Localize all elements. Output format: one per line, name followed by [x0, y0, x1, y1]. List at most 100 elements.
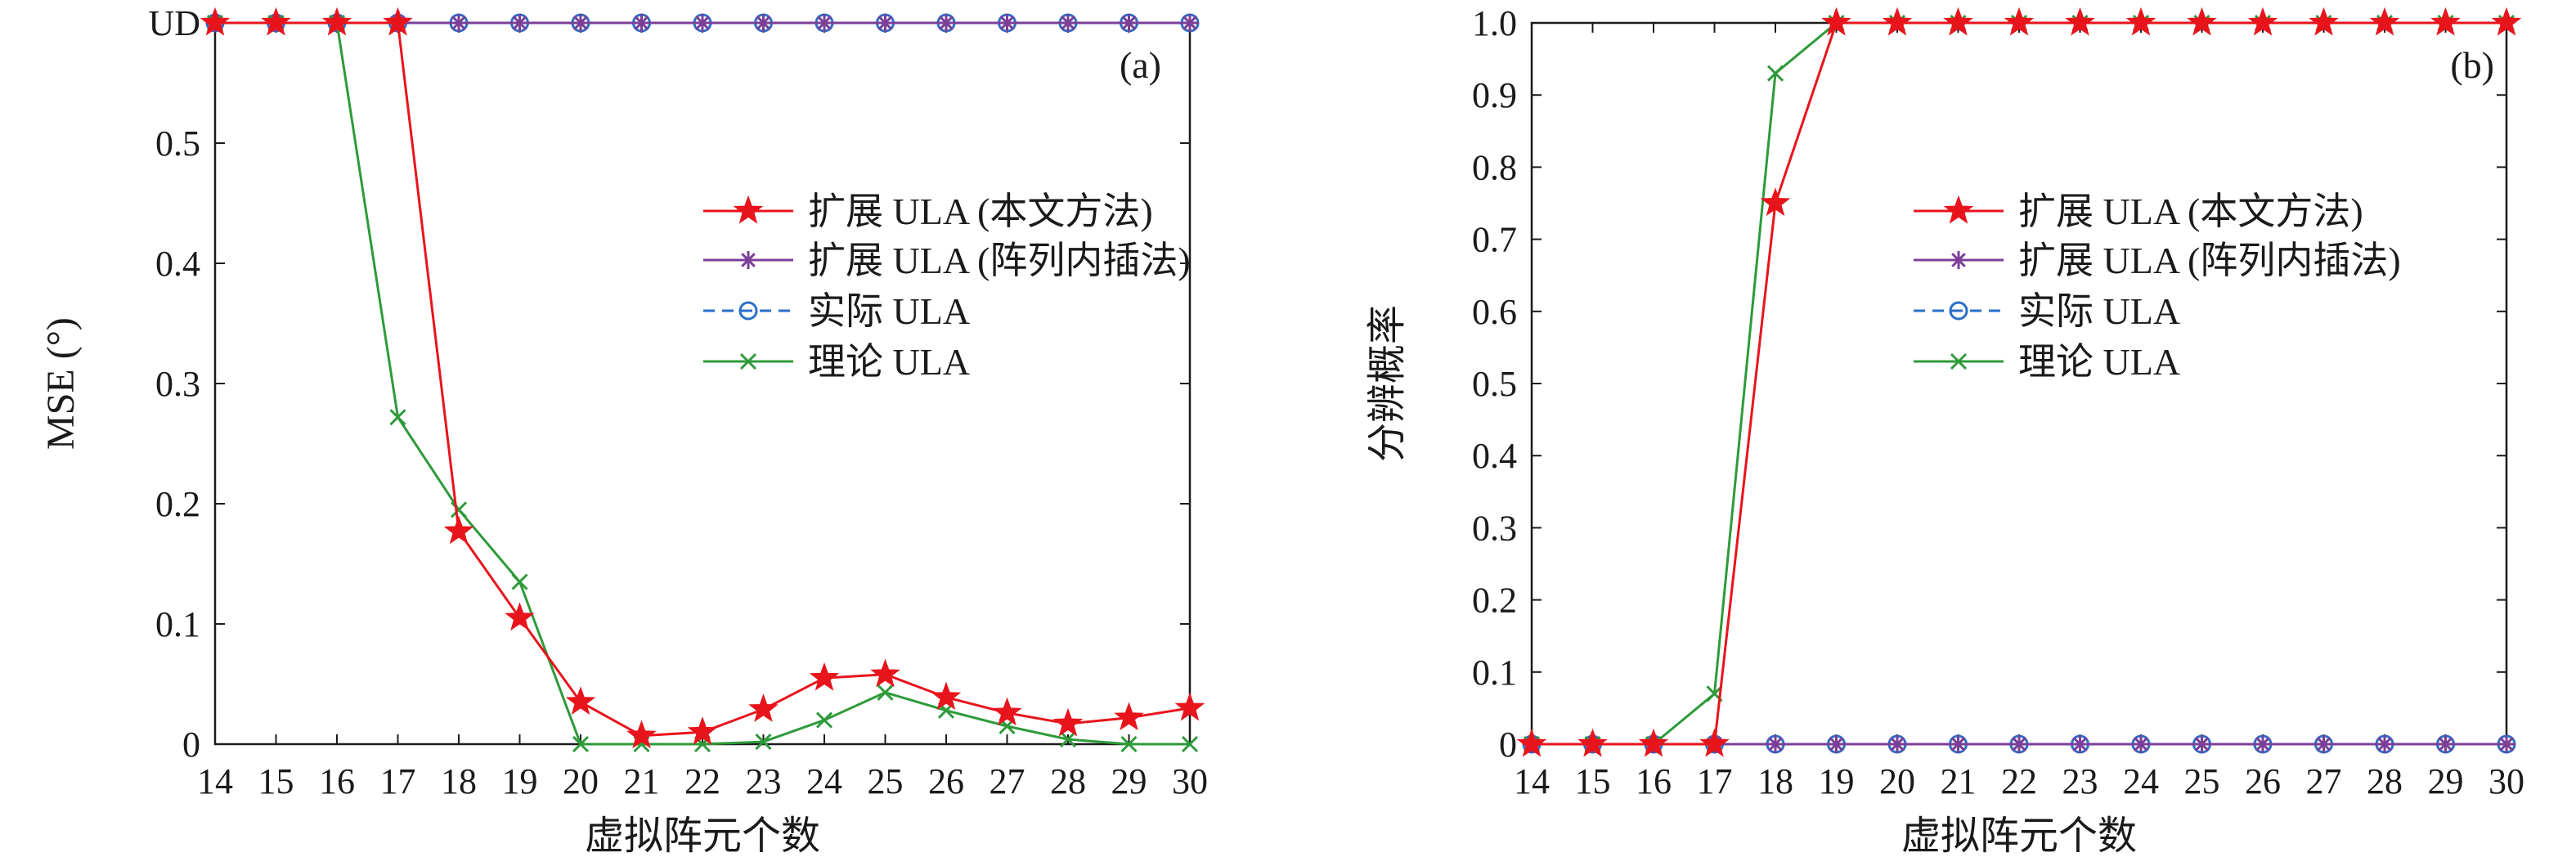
y-axis-title: 分辨概率 — [1366, 305, 1409, 462]
panel-a-mse-chart: 14 15 16 17 18 19 20 21 22 23 24 25 26 27 28 29 30 0 0.1 0.… — [39, 3, 1208, 858]
data-point-4 — [450, 501, 468, 518]
data-point-11 — [876, 14, 895, 32]
series-0 — [200, 7, 1205, 749]
x-tick-label: 18 — [1757, 761, 1793, 801]
data-point-10 — [815, 711, 833, 729]
data-point-9 — [2065, 7, 2095, 36]
data-point-5 — [510, 14, 529, 32]
data-point-3 — [1699, 728, 1730, 757]
data-point-16 — [2497, 735, 2515, 753]
y-tick-label: 0.5 — [155, 123, 200, 164]
data-point-9 — [754, 14, 773, 32]
series-0 — [1516, 7, 2522, 757]
x-tick-label: 28 — [2367, 761, 2403, 801]
data-point-6 — [1882, 7, 1913, 36]
x-tick-label: 30 — [1172, 761, 1208, 801]
x-tick-label: 26 — [928, 761, 964, 801]
x-tick-label: 15 — [1575, 761, 1611, 801]
data-point-11 — [2187, 7, 2217, 36]
legend-item-1: 扩展 ULA (阵列内插法) — [1914, 240, 2401, 281]
legend-label: 理论 ULA — [2018, 341, 2180, 383]
legend-label: 扩展 ULA (本文方法) — [808, 191, 1153, 232]
y-tick-label: 0.1 — [155, 604, 200, 644]
series-3 — [206, 14, 1199, 753]
data-point-3 — [389, 409, 406, 426]
data-point-12 — [2247, 7, 2278, 36]
data-point-10 — [809, 662, 840, 691]
data-point-5 — [1821, 7, 1851, 36]
data-point-16 — [1174, 692, 1205, 721]
data-point-2 — [1638, 728, 1669, 757]
x-tick-label: 28 — [1050, 761, 1086, 801]
data-point-8 — [2010, 735, 2028, 753]
x-tick-label: 21 — [624, 761, 660, 801]
data-point-10 — [2125, 7, 2156, 36]
y-tick-label: 0.6 — [1472, 292, 1517, 332]
data-point-14 — [1052, 707, 1084, 737]
data-point-11 — [870, 658, 900, 688]
data-point-0 — [1516, 728, 1547, 757]
data-point-13 — [992, 697, 1022, 726]
panel-label: (b) — [2450, 44, 2494, 86]
y-axis-title: MSE (°) — [39, 317, 83, 450]
x-tick-label: 26 — [2245, 761, 2281, 801]
y-tick-label: 0.1 — [1472, 653, 1517, 693]
y-tick-label: 0.8 — [1472, 147, 1517, 187]
series-line — [1532, 21, 2506, 746]
data-point-legend — [739, 352, 757, 370]
data-point-10 — [2132, 735, 2150, 753]
data-point-legend — [1950, 251, 1968, 269]
data-point-12 — [931, 681, 962, 711]
data-point-15 — [1114, 702, 1144, 731]
data-point-12 — [937, 14, 955, 32]
data-point-7 — [1949, 735, 1968, 753]
data-point-12 — [2254, 735, 2272, 753]
y-tick-label: UD — [148, 3, 200, 43]
x-tick-label: 15 — [258, 761, 294, 801]
x-tick-label: 16 — [319, 761, 355, 801]
legend-label: 实际 ULA — [2018, 290, 2180, 332]
plot-frame — [213, 21, 1192, 746]
data-point-13 — [2309, 7, 2339, 36]
x-tick-label: 25 — [868, 761, 904, 801]
x-tick-label: 29 — [1111, 761, 1147, 801]
y-tick-label: 1.0 — [1472, 3, 1517, 43]
data-point-6 — [572, 735, 590, 753]
data-point-13 — [2314, 735, 2333, 753]
data-point-5 — [505, 602, 535, 631]
data-point-14 — [2376, 735, 2394, 753]
y-tick-label: 0 — [182, 725, 200, 765]
y-tick-label: 0.4 — [1472, 436, 1517, 476]
series-line — [215, 21, 1190, 746]
data-point-7 — [632, 14, 651, 32]
x-tick-label: 17 — [380, 761, 416, 801]
data-point-11 — [2192, 735, 2211, 753]
data-point-16 — [1181, 735, 1199, 753]
legend-item-3: 理论 ULA — [1914, 341, 2180, 383]
x-axis-title: 虚拟阵元个数 — [585, 814, 820, 858]
plot-frame — [1530, 21, 2508, 746]
series-line — [215, 21, 1191, 738]
legend-item-0: 扩展 ULA (本文方法) — [1914, 191, 2363, 232]
y-axis: 0 0.1 0.2 0.3 0.4 0.5 0.6 0.7 0.8 0.9 1.0 — [1472, 3, 2506, 765]
data-point-4 — [1760, 187, 1791, 217]
data-point-16 — [2491, 7, 2522, 36]
x-tick-label: 19 — [502, 761, 538, 801]
data-point-legend — [733, 195, 764, 224]
data-point-7 — [1943, 7, 1973, 36]
x-tick-label: 22 — [2001, 761, 2037, 801]
legend: 扩展 ULA (本文方法) 扩展 ULA (阵列内插法) 实际 ULA 理论 ULA — [703, 191, 1191, 383]
data-point-7 — [626, 720, 657, 749]
data-point-0 — [200, 7, 231, 36]
data-point-8 — [687, 716, 718, 745]
data-point-9 — [755, 733, 772, 751]
legend-item-3: 理论 ULA — [703, 341, 970, 383]
data-point-15 — [1120, 735, 1138, 753]
y-tick-label: 0.3 — [155, 364, 200, 404]
y-tick-label: 0.9 — [1472, 75, 1517, 115]
data-point-13 — [998, 14, 1016, 32]
data-point-1 — [261, 7, 291, 36]
data-point-4 — [450, 14, 468, 32]
data-point-6 — [572, 14, 590, 32]
y-tick-label: 0.4 — [155, 244, 200, 284]
